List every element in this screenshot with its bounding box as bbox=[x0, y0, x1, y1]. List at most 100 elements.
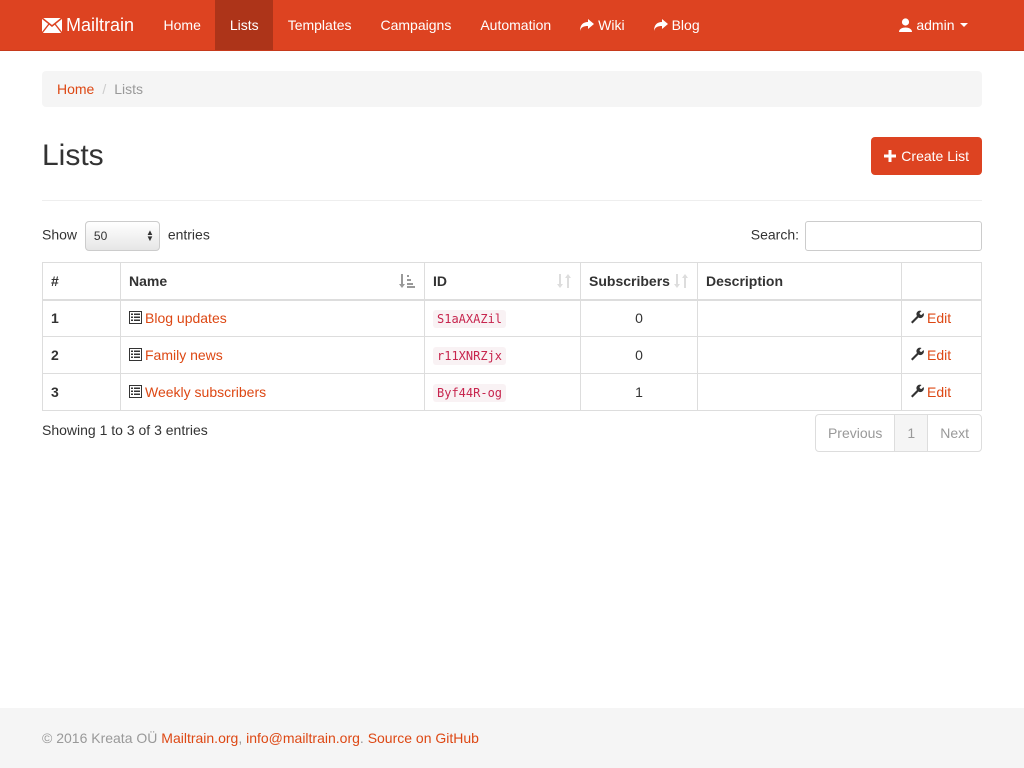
name-cell: Blog updates bbox=[120, 299, 425, 337]
list-name-link[interactable]: Weekly subscribers bbox=[145, 384, 267, 400]
nav-label: Templates bbox=[287, 17, 352, 33]
plus-icon bbox=[884, 150, 897, 162]
breadcrumb: Home / Lists bbox=[42, 71, 982, 107]
row-number: 3 bbox=[42, 373, 121, 411]
brand-name: Mailtrain bbox=[66, 14, 135, 35]
list-id: S1aAXAZil bbox=[433, 310, 507, 329]
list-icon bbox=[129, 311, 142, 325]
list-id: Byf44R-og bbox=[433, 384, 507, 402]
name-cell: Weekly subscribers bbox=[120, 373, 425, 411]
nav-lists[interactable]: Lists bbox=[215, 0, 274, 50]
share-icon bbox=[653, 19, 668, 31]
id-cell: Byf44R-og bbox=[424, 373, 581, 411]
next-button[interactable]: Next bbox=[927, 415, 981, 451]
search-control: Search: bbox=[751, 221, 982, 251]
edit-label: Edit bbox=[927, 347, 952, 363]
pagination: Previous 1 Next bbox=[814, 414, 982, 452]
breadcrumb-current: Lists bbox=[114, 81, 144, 97]
table-row: 1 Blog updates S1aAXAZil 0 Edit bbox=[42, 299, 982, 337]
footer: © 2016 Kreata OÜ Mailtrain.org, info@mai… bbox=[0, 708, 1024, 768]
name-cell: Family news bbox=[120, 336, 425, 374]
create-list-button[interactable]: Create List bbox=[871, 137, 982, 175]
nav-blog[interactable]: Blog bbox=[639, 0, 714, 50]
mailtrain-link[interactable]: Mailtrain.org bbox=[161, 730, 239, 746]
column-header-description: Description bbox=[697, 262, 902, 301]
sort-icon bbox=[557, 274, 571, 288]
nav-templates[interactable]: Templates bbox=[273, 0, 366, 50]
navbar: Mailtrain Home Lists Templates Campaigns… bbox=[0, 0, 1024, 51]
description-cell bbox=[697, 299, 902, 337]
edit-link[interactable]: Edit bbox=[910, 347, 951, 363]
edit-link[interactable]: Edit bbox=[910, 384, 951, 400]
nav-label: Campaigns bbox=[380, 17, 452, 33]
nav-label: Blog bbox=[671, 17, 700, 33]
wrench-icon bbox=[911, 347, 924, 361]
nav-label: Home bbox=[163, 17, 201, 33]
envelope-icon bbox=[42, 17, 62, 33]
page-1-button[interactable]: 1 bbox=[894, 415, 928, 451]
wrench-icon bbox=[911, 384, 924, 398]
column-header-actions bbox=[901, 262, 982, 301]
column-header-id[interactable]: ID bbox=[424, 262, 581, 301]
edit-label: Edit bbox=[927, 310, 952, 327]
list-icon bbox=[129, 385, 142, 398]
select-arrows-icon: ▲ ▼ bbox=[146, 228, 154, 243]
show-label: Show bbox=[42, 226, 78, 243]
entries-label: entries bbox=[167, 226, 210, 243]
email-link[interactable]: info@mailtrain.org bbox=[246, 730, 360, 746]
header-label: ID bbox=[433, 272, 447, 289]
separator: . bbox=[359, 730, 364, 746]
page-title: Lists bbox=[42, 139, 104, 172]
row-number: 2 bbox=[42, 336, 121, 374]
description-cell bbox=[697, 373, 902, 411]
page-size-control: Show 50 ▲ ▼ entries bbox=[42, 221, 210, 251]
row-number: 1 bbox=[42, 299, 121, 337]
header-label: Subscribers bbox=[589, 272, 670, 289]
breadcrumb-separator: / bbox=[102, 81, 107, 97]
header-label: Name bbox=[129, 272, 168, 289]
description-cell bbox=[697, 336, 902, 374]
sort-icon bbox=[674, 274, 688, 288]
table-row: 2 Family news r11XNRZjx 0 Edit bbox=[42, 336, 982, 374]
nav-label: Automation bbox=[480, 17, 552, 33]
edit-label: Edit bbox=[927, 384, 952, 400]
nav-campaigns[interactable]: Campaigns bbox=[366, 0, 466, 50]
sort-desc-icon bbox=[399, 274, 415, 288]
nav-wiki[interactable]: Wiki bbox=[566, 0, 639, 50]
user-name: admin bbox=[916, 17, 955, 33]
previous-button[interactable]: Previous bbox=[827, 425, 883, 441]
list-name-link[interactable]: Family news bbox=[145, 347, 223, 363]
page-size-value: 50 bbox=[93, 229, 108, 243]
share-icon bbox=[580, 19, 595, 31]
column-header-number[interactable]: # bbox=[42, 262, 121, 301]
search-label: Search: bbox=[750, 226, 799, 243]
list-name-link[interactable]: Blog updates bbox=[145, 310, 227, 327]
actions-cell: Edit bbox=[901, 373, 982, 411]
nav-label: Lists bbox=[229, 17, 259, 33]
subscribers-count: 1 bbox=[580, 373, 698, 411]
subscribers-count: 0 bbox=[580, 299, 698, 337]
user-menu[interactable]: admin bbox=[885, 0, 982, 50]
nav-home[interactable]: Home bbox=[149, 0, 215, 50]
search-input[interactable] bbox=[805, 221, 982, 251]
list-icon bbox=[129, 348, 142, 361]
column-header-subscribers[interactable]: Subscribers bbox=[580, 262, 698, 301]
lists-table: # Name ID Subscribers Description 1 Blog… bbox=[42, 262, 982, 411]
brand-link[interactable]: Mailtrain bbox=[42, 0, 134, 50]
actions-cell: Edit bbox=[901, 299, 982, 337]
wrench-icon bbox=[911, 310, 924, 324]
copyright: © 2016 Kreata OÜ bbox=[42, 730, 158, 746]
caret-down-icon bbox=[959, 23, 968, 27]
page-size-select[interactable]: 50 ▲ ▼ bbox=[84, 221, 160, 251]
list-id: r11XNRZjx bbox=[433, 347, 507, 365]
id-cell: r11XNRZjx bbox=[424, 336, 581, 374]
user-icon bbox=[899, 18, 913, 32]
edit-link[interactable]: Edit bbox=[910, 310, 951, 326]
github-link[interactable]: Source on GitHub bbox=[367, 730, 479, 746]
breadcrumb-home[interactable]: Home bbox=[57, 81, 95, 97]
table-row: 3 Weekly subscribers Byf44R-og 1 Edit bbox=[42, 373, 982, 411]
nav-automation[interactable]: Automation bbox=[466, 0, 566, 50]
actions-cell: Edit bbox=[901, 336, 982, 374]
column-header-name[interactable]: Name bbox=[120, 262, 425, 301]
separator: , bbox=[238, 730, 243, 746]
